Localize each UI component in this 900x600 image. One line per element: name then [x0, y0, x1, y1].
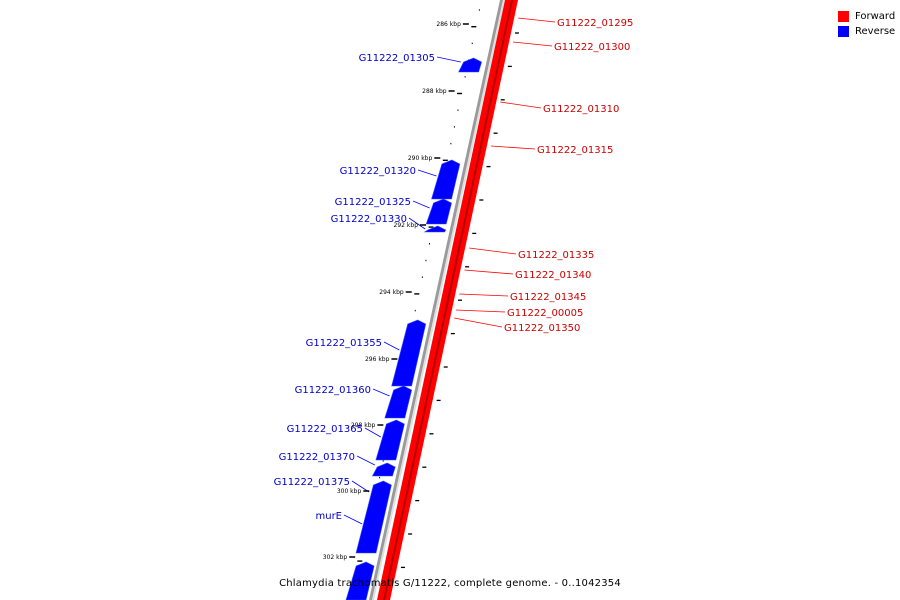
reverse-gene-label: murE	[315, 511, 342, 522]
genome-tracks	[369, 0, 518, 600]
reverse-leader	[343, 514, 363, 525]
reverse-leader	[372, 388, 390, 397]
forward-leader	[490, 145, 536, 150]
reverse-leader	[356, 455, 375, 466]
reverse-gene-label: G11222_01365	[287, 424, 363, 435]
backbone-track	[369, 0, 503, 600]
reverse-leader	[412, 200, 430, 209]
forward-leader	[454, 317, 503, 328]
ruler-label: 290 kbp	[408, 155, 433, 162]
reverse-gene-block	[371, 462, 396, 477]
reverse-leader	[408, 217, 426, 230]
reverse-gene-label: G11222_01330	[331, 214, 407, 225]
reverse-leader	[417, 169, 437, 177]
gene-labels: G11222_01295 G11222_01300 G11222_01310 G112…	[274, 17, 633, 525]
reverse-gene-block	[458, 57, 482, 73]
legend-forward-label: Forward	[855, 11, 896, 22]
forward-leader	[518, 17, 556, 23]
forward-leader	[464, 269, 514, 275]
reverse-gene-block	[345, 561, 375, 600]
reverse-leader	[436, 56, 461, 63]
forward-swatch	[838, 11, 849, 22]
forward-leader	[500, 101, 542, 109]
ruler-labels: 286 kbp 288 kbp 290 kbp 292 kbp 294 kbp 296 k…	[323, 21, 469, 561]
reverse-gene-features	[345, 57, 482, 600]
reverse-gene-block	[431, 159, 461, 200]
reverse-gene-block	[384, 385, 413, 419]
legend-reverse: Reverse	[838, 24, 895, 39]
reverse-leader	[383, 341, 400, 351]
legend-forward: Forward	[838, 9, 895, 24]
forward-gene-label: G11222_01335	[518, 250, 594, 261]
forward-gene-label: G11222_01300	[554, 42, 630, 53]
ruler-label: 302 kbp	[323, 554, 348, 561]
ruler-label: 298 kbp	[351, 422, 376, 429]
legend-reverse-label: Reverse	[855, 26, 896, 37]
reverse-gene-block	[391, 319, 427, 387]
forward-leader	[513, 41, 553, 47]
reverse-gene-label: G11222_01325	[335, 197, 411, 208]
legend: Forward Reverse	[838, 9, 895, 39]
reverse-gene-block	[375, 419, 405, 461]
reverse-gene-label: G11222_01320	[340, 166, 416, 177]
backbone-highlight	[372, 0, 505, 600]
reverse-leader	[351, 480, 370, 493]
reverse-gene-label: G11222_01370	[279, 452, 355, 463]
reverse-gene-label: G11222_01355	[306, 338, 382, 349]
reverse-gene-label: G11222_01305	[359, 53, 435, 64]
reverse-gene-block	[355, 480, 392, 554]
reverse-gene-label: G11222_01375	[274, 477, 350, 488]
forward-track-shade	[383, 0, 513, 600]
ruler-label: 296 kbp	[365, 356, 390, 363]
ruler-label: 294 kbp	[379, 289, 404, 296]
forward-leader	[459, 293, 509, 297]
reverse-gene-block	[423, 225, 447, 233]
forward-gene-label: G11222_01345	[510, 292, 586, 303]
forward-gene-label: G11222_01350	[504, 323, 580, 334]
forward-gene-label: G11222_00005	[507, 308, 583, 319]
forward-leader	[455, 309, 506, 313]
forward-gene-label: G11222_01295	[557, 18, 633, 29]
reverse-gene-label: G11222_01360	[295, 385, 371, 396]
reverse-gene-block	[425, 198, 452, 225]
forward-gene-label: G11222_01310	[543, 104, 619, 115]
reverse-leader	[364, 427, 381, 438]
genome-caption: Chlamydia trachomatis G/11222, complete …	[279, 578, 621, 589]
ruler-label: 288 kbp	[422, 88, 447, 95]
forward-gene-label: G11222_01340	[515, 270, 591, 281]
forward-leader	[469, 247, 517, 255]
ruler-label: 292 kbp	[394, 222, 419, 229]
forward-gene-label: G11222_01315	[537, 145, 613, 156]
reverse-swatch	[838, 26, 849, 37]
ruler-label: 300 kbp	[337, 488, 362, 495]
ruler-label: 286 kbp	[436, 21, 461, 28]
